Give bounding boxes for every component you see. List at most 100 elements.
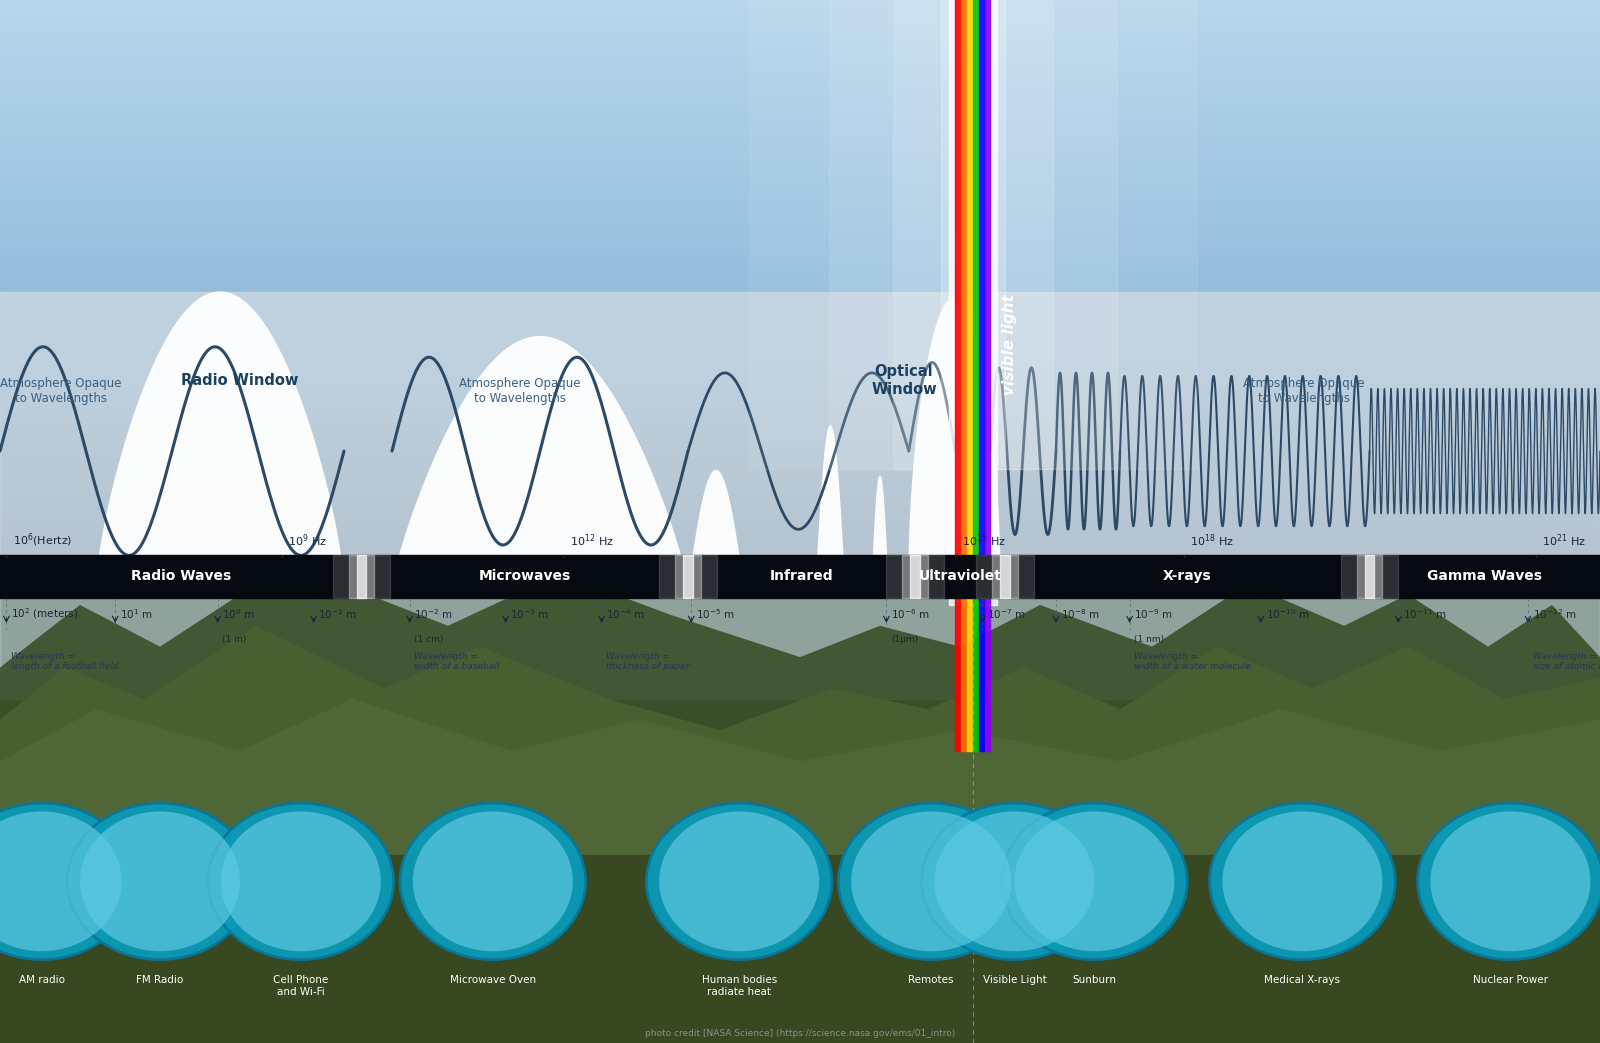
Bar: [0, 288, 1600, 295]
Bar: [0, 98, 1600, 105]
Ellipse shape: [1014, 811, 1174, 951]
Bar: [0, 379, 1600, 386]
Bar: [0, 552, 1600, 560]
Bar: [0, 30, 1600, 38]
Bar: [0, 144, 1600, 151]
Ellipse shape: [221, 811, 381, 951]
Text: Remotes: Remotes: [909, 975, 954, 986]
Text: 10$^{-11}$ m: 10$^{-11}$ m: [1403, 607, 1446, 621]
Bar: [0, 174, 1600, 181]
Bar: [0, 423, 1600, 431]
Text: 10$^0$ m: 10$^0$ m: [222, 607, 254, 621]
Ellipse shape: [838, 803, 1024, 960]
Bar: [0, 393, 1600, 401]
Bar: [0, 280, 1600, 288]
Text: Wavelength =
thickness of paper: Wavelength = thickness of paper: [606, 652, 690, 672]
Bar: [0, 242, 1600, 249]
Ellipse shape: [400, 803, 586, 960]
Text: 10$^2$ (meters): 10$^2$ (meters): [11, 606, 78, 621]
Bar: [0, 484, 1600, 491]
Bar: [0, 356, 1600, 363]
Text: 10$^{-8}$ m: 10$^{-8}$ m: [1061, 607, 1099, 621]
Bar: [0, 477, 1600, 484]
Bar: [0, 136, 1600, 144]
Bar: [0, 590, 1600, 598]
Bar: [0, 408, 1600, 416]
Bar: [0, 333, 1600, 340]
Polygon shape: [0, 563, 1600, 1043]
Text: Human bodies
radiate heat: Human bodies radiate heat: [701, 975, 778, 997]
Bar: [0, 121, 1600, 128]
Text: AM radio: AM radio: [19, 975, 64, 986]
Text: 10$^{-3}$ m: 10$^{-3}$ m: [510, 607, 549, 621]
Text: X-rays: X-rays: [1163, 569, 1211, 583]
Bar: [0, 386, 1600, 393]
Text: visible light: visible light: [1002, 294, 1018, 394]
Text: photo credit [NASA Science] (https://science.nasa.gov/ems/01_intro): photo credit [NASA Science] (https://sci…: [645, 1028, 955, 1038]
Bar: [0, 53, 1600, 60]
Bar: [0, 265, 1600, 272]
Bar: [0, 295, 1600, 302]
Text: Ultraviolet: Ultraviolet: [918, 569, 1002, 583]
Text: Infrared: Infrared: [770, 569, 834, 583]
Bar: [0, 522, 1600, 530]
Ellipse shape: [413, 811, 573, 951]
Bar: [0, 595, 1600, 1043]
Bar: [0, 249, 1600, 257]
Ellipse shape: [851, 811, 1011, 951]
Text: Wavelength =
size of atomic nuclei: Wavelength = size of atomic nuclei: [1533, 652, 1600, 672]
Bar: [0, 166, 1600, 174]
Text: 10$^{-2}$ m: 10$^{-2}$ m: [414, 607, 453, 621]
Bar: [0, 544, 1600, 552]
Bar: [0, 446, 1600, 454]
Ellipse shape: [1418, 803, 1600, 960]
Bar: [0, 855, 1600, 1043]
Text: Radio Window: Radio Window: [181, 373, 299, 388]
Bar: [0, 560, 1600, 567]
Text: (1 cm): (1 cm): [414, 635, 443, 645]
Text: 10$^{-7}$ m: 10$^{-7}$ m: [987, 607, 1026, 621]
Bar: [0, 582, 1600, 590]
Text: Cell Phone
and Wi-Fi: Cell Phone and Wi-Fi: [274, 975, 328, 997]
Bar: [0, 60, 1600, 68]
Ellipse shape: [0, 803, 134, 960]
Bar: [0, 159, 1600, 166]
Bar: [0, 68, 1600, 76]
Bar: [0, 128, 1600, 136]
Text: 10$^{-4}$ m: 10$^{-4}$ m: [606, 607, 645, 621]
Bar: [0, 83, 1600, 91]
Ellipse shape: [1210, 803, 1395, 960]
Bar: [0, 272, 1600, 280]
Bar: [0, 469, 1600, 477]
Bar: [0, 15, 1600, 23]
Bar: [0, 575, 1600, 582]
Text: 10$^{-6}$ m: 10$^{-6}$ m: [891, 607, 930, 621]
Bar: [0, 461, 1600, 469]
Bar: [0, 348, 1600, 356]
Bar: [0, 76, 1600, 83]
Text: Wavelength =
width of a water molecule: Wavelength = width of a water molecule: [1134, 652, 1251, 672]
Ellipse shape: [208, 803, 394, 960]
Text: (1 nm): (1 nm): [1134, 635, 1165, 645]
Bar: [0, 416, 1600, 423]
Text: Atmosphere Opaque
to Wavelengths: Atmosphere Opaque to Wavelengths: [1243, 378, 1365, 405]
Bar: [0, 7, 1600, 15]
Bar: [0, 318, 1600, 325]
Bar: [0, 219, 1600, 227]
Text: 10$^{15}$ Hz: 10$^{15}$ Hz: [962, 532, 1005, 549]
Ellipse shape: [646, 803, 832, 960]
Bar: [0, 325, 1600, 333]
Bar: [0, 438, 1600, 446]
Ellipse shape: [1430, 811, 1590, 951]
Bar: [0, 257, 1600, 265]
Bar: [0, 310, 1600, 317]
Text: 10$^{-10}$ m: 10$^{-10}$ m: [1266, 607, 1309, 621]
Bar: [0, 302, 1600, 310]
Bar: [0, 38, 1600, 46]
Text: Wavelength =
length of a football field: Wavelength = length of a football field: [11, 652, 118, 672]
Ellipse shape: [67, 803, 253, 960]
Bar: [0, 454, 1600, 461]
Bar: [0, 204, 1600, 212]
Text: Atmosphere Opaque
to Wavelengths: Atmosphere Opaque to Wavelengths: [459, 378, 581, 405]
Text: Microwaves: Microwaves: [478, 569, 571, 583]
